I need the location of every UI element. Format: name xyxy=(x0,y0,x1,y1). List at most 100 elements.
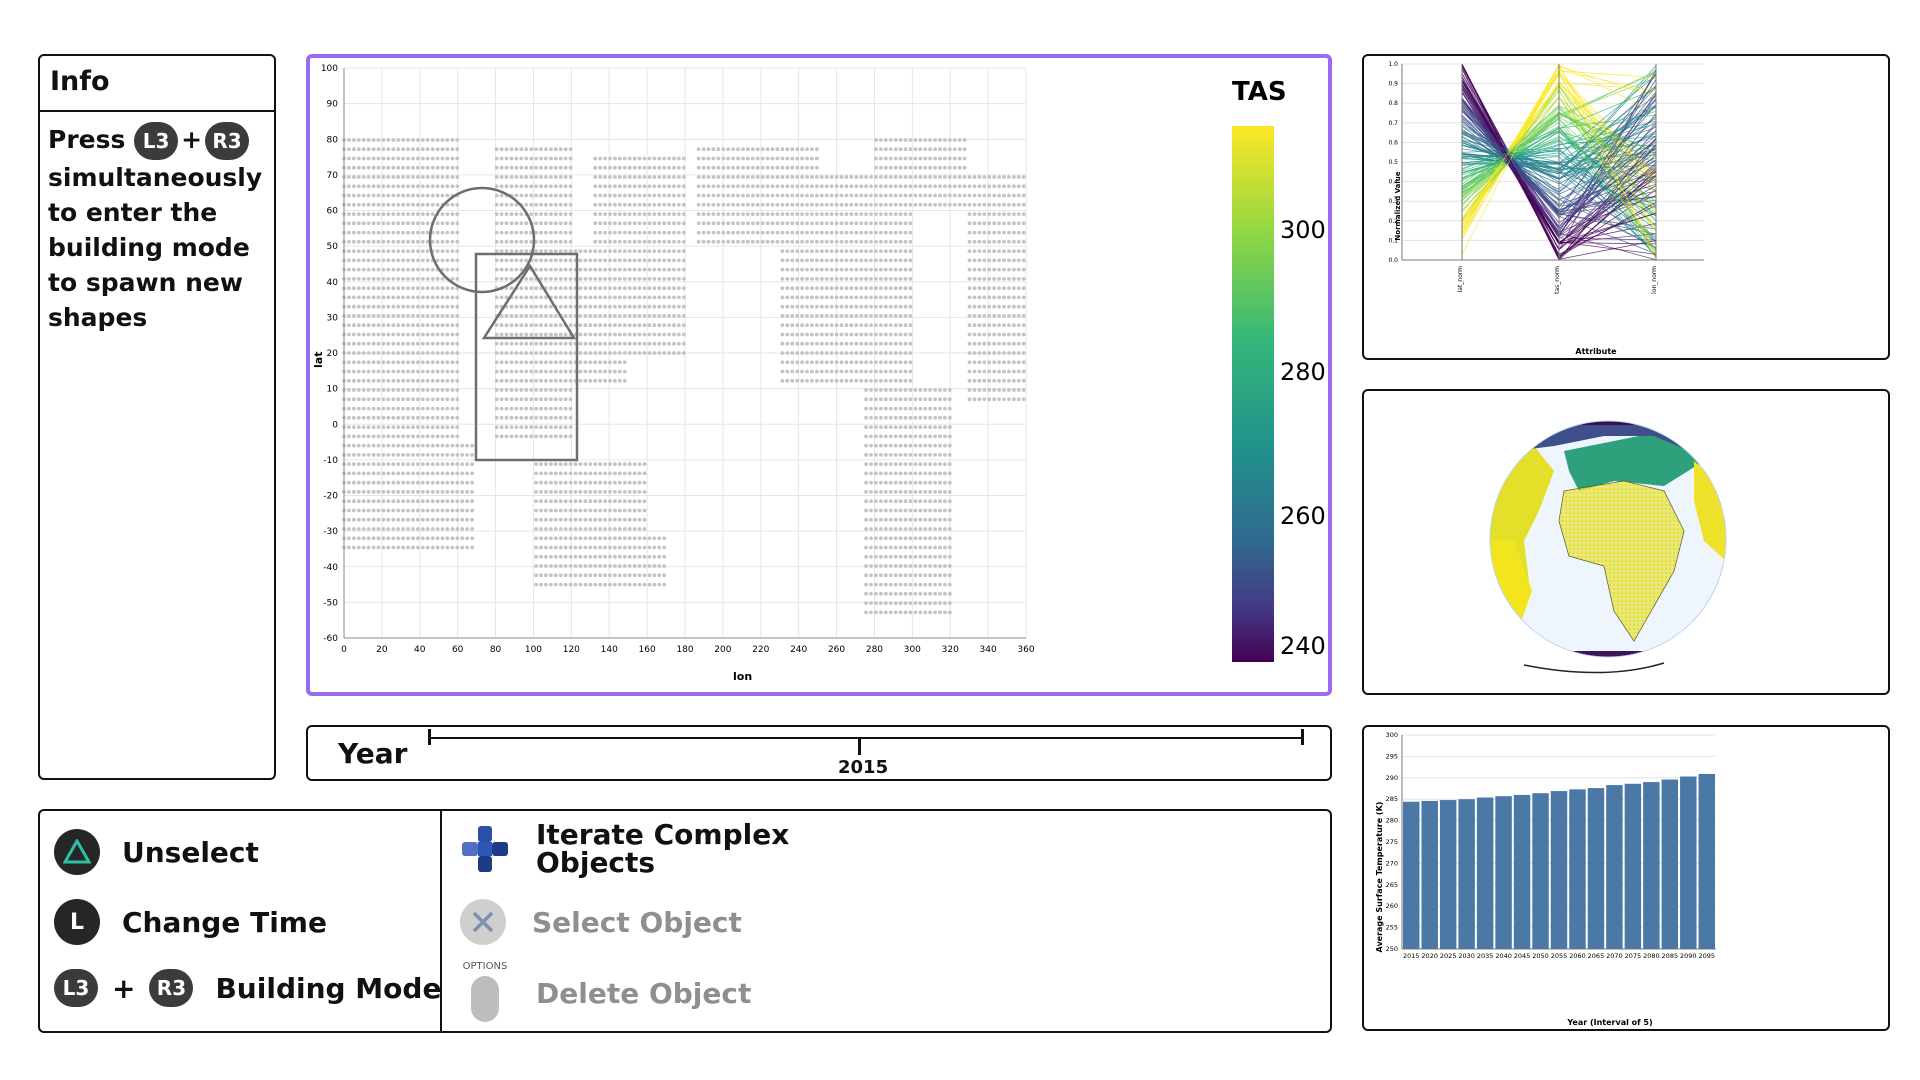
bar-y-tick: 295 xyxy=(1386,752,1398,760)
bar-x-tick: 2065 xyxy=(1588,952,1605,960)
control-label: Building Mode xyxy=(215,971,442,1005)
shape-rectangle[interactable] xyxy=(474,252,579,462)
year-slider-handle[interactable] xyxy=(858,739,861,755)
bar-x-tick: 2085 xyxy=(1662,952,1679,960)
control-delete: Delete Object xyxy=(536,977,751,1010)
pc-axis-label: tas_norm xyxy=(1554,266,1561,294)
bar xyxy=(1624,783,1642,949)
control-select: Select Object xyxy=(460,899,742,945)
controls-divider xyxy=(440,811,442,1031)
legend-tick: 280 xyxy=(1280,358,1326,386)
bar xyxy=(1680,776,1697,949)
map-x-tick: 60 xyxy=(452,645,464,655)
bar-y-axis-label: Average Surface Temperature (K) xyxy=(1375,802,1384,953)
plus-sign: + xyxy=(181,125,203,154)
slider-start-tick xyxy=(428,729,431,745)
bar-series xyxy=(1403,773,1715,949)
pc-y-tick: 0.9 xyxy=(1388,81,1398,88)
bar-x-tick: 2060 xyxy=(1569,952,1586,960)
globe-panel[interactable] xyxy=(1362,389,1890,695)
bar-chart-panel[interactable]: 250 255 260 265 270 275 280 285 290 295 300 2015 202… xyxy=(1362,725,1890,1031)
controls-panel: Unselect L Change Time L3 + R3 Building … xyxy=(38,809,1332,1033)
bar xyxy=(1661,779,1679,949)
map-y-tick: 90 xyxy=(327,100,339,110)
map-x-tick: 240 xyxy=(790,645,807,655)
control-label: Select Object xyxy=(532,905,742,939)
info-line: building mode xyxy=(48,233,250,262)
scatter-map-panel[interactable]: 0 20 40 60 80 100 120 140 160 180 200 220 240 260 280 3… xyxy=(306,54,1332,696)
bar xyxy=(1550,791,1568,949)
map-x-tick: 180 xyxy=(676,645,693,655)
info-panel: Info Press L3 + R3 simultaneously to enter… xyxy=(38,54,276,780)
info-line: simultaneously xyxy=(48,163,263,192)
map-x-tick: 160 xyxy=(639,645,656,655)
map-y-tick: 20 xyxy=(327,349,339,359)
bar-y-tick: 250 xyxy=(1386,945,1398,953)
legend-tick: 240 xyxy=(1280,632,1326,660)
map-x-tick: 20 xyxy=(376,645,388,655)
map-y-tick: -20 xyxy=(323,492,338,502)
bar-x-tick: 2080 xyxy=(1643,952,1660,960)
bar xyxy=(1569,789,1586,949)
globe-land xyxy=(1564,431,1704,491)
map-y-tick: 10 xyxy=(327,385,339,395)
pc-y-tick: 0.1 xyxy=(1388,237,1398,244)
plus-sign: + xyxy=(112,971,136,1005)
bar-y-tick: 300 xyxy=(1386,731,1398,739)
map-axes: 0 20 40 60 80 100 120 140 160 180 200 220 240 260 280 3… xyxy=(321,64,1035,655)
globe-view[interactable] xyxy=(1364,391,1888,693)
map-y-tick: -60 xyxy=(323,634,338,644)
map-x-tick: 340 xyxy=(980,645,997,655)
control-label: Unselect xyxy=(122,835,259,869)
map-x-tick: 200 xyxy=(714,645,731,655)
year-label: Year xyxy=(338,737,408,770)
bar-y-tick: 290 xyxy=(1386,774,1398,782)
bar xyxy=(1421,800,1438,949)
year-slider-track[interactable] xyxy=(430,737,1304,739)
bar-x-tick: 2070 xyxy=(1606,952,1623,960)
map-x-tick: 0 xyxy=(341,645,347,655)
legend-gradient xyxy=(1232,126,1274,662)
bar-y-tick: 265 xyxy=(1386,881,1398,889)
map-y-tick: 80 xyxy=(327,135,339,145)
control-change-time: L Change Time xyxy=(54,899,327,945)
parallel-coordinates-panel[interactable]: 1.0 0.9 0.8 0.7 0.6 0.5 0.4 0.3 0.2 0.1 0.0 lat_nor… xyxy=(1362,54,1890,360)
control-label: Objects xyxy=(536,846,656,879)
parallel-coordinates-chart[interactable]: 1.0 0.9 0.8 0.7 0.6 0.5 0.4 0.3 0.2 0.1 0.0 lat_nor… xyxy=(1364,56,1888,358)
map-y-tick: -50 xyxy=(323,598,338,608)
info-line: shapes xyxy=(48,303,148,332)
bar xyxy=(1403,801,1420,949)
bar-y-tick: 270 xyxy=(1386,859,1398,867)
legend-tick: 260 xyxy=(1280,502,1326,530)
info-line: to enter the xyxy=(48,198,218,227)
bar xyxy=(1532,793,1549,949)
pc-axis-label: lat_norm xyxy=(1457,266,1464,293)
pc-y-tick: 0.8 xyxy=(1388,100,1398,107)
bar xyxy=(1587,788,1605,949)
info-line: to spawn new xyxy=(48,268,243,297)
map-x-tick: 260 xyxy=(828,645,845,655)
control-label: Change Time xyxy=(122,905,327,939)
dpad-icon xyxy=(462,826,508,872)
map-x-axis-label: lon xyxy=(733,670,752,683)
map-x-tick: 120 xyxy=(563,645,580,655)
shape-triangle[interactable] xyxy=(481,263,577,340)
control-label: Delete Object xyxy=(536,977,752,1010)
pc-x-axis-label: Attribute xyxy=(1575,347,1617,356)
l3-button-icon: L3 xyxy=(54,969,98,1007)
bar-y-tick: 285 xyxy=(1386,795,1398,803)
control-unselect: Unselect xyxy=(54,829,259,875)
pc-y-tick: 0.6 xyxy=(1388,139,1398,146)
scatter-map[interactable]: 0 20 40 60 80 100 120 140 160 180 200 220 240 260 280 3… xyxy=(310,58,1328,692)
bar-x-tick: 2090 xyxy=(1680,952,1697,960)
bar-x-tick: 2015 xyxy=(1403,952,1420,960)
bar-x-tick: 2030 xyxy=(1458,952,1475,960)
map-y-tick: 0 xyxy=(332,420,338,430)
l-stick-icon: L xyxy=(54,899,100,945)
year-slider-panel[interactable]: Year 2015 xyxy=(306,725,1332,781)
info-press: Press xyxy=(48,125,126,154)
legend-tick: 300 xyxy=(1280,216,1326,244)
pc-y-tick: 0.2 xyxy=(1388,218,1398,225)
shape-circle[interactable] xyxy=(428,186,536,294)
